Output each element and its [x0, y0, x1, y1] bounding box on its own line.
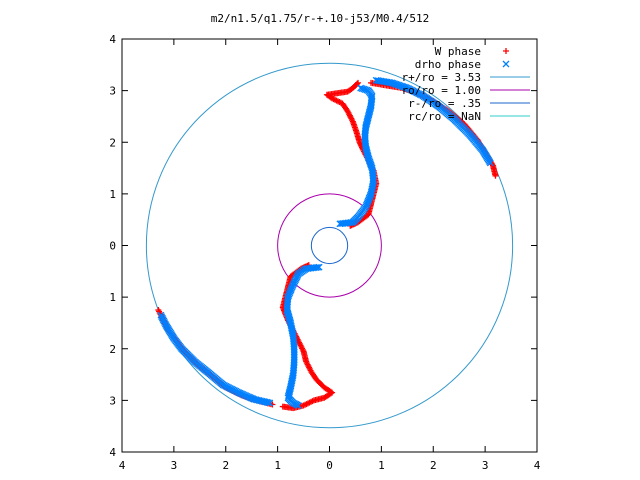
- x-tick-label: 4: [119, 459, 126, 472]
- legend-label: r-/ro = .35: [408, 97, 481, 110]
- data-point-plus: [345, 87, 352, 94]
- legend-label: W phase: [435, 45, 481, 58]
- plus-glyph: [492, 172, 499, 179]
- x-glyph: [266, 399, 274, 407]
- legend-plus-marker: [503, 48, 509, 54]
- y-tick-label: 1: [109, 188, 116, 201]
- y-tick-label: 3: [109, 394, 116, 407]
- data-point-plus: [279, 403, 286, 410]
- data-point-x: [338, 220, 345, 228]
- reference-circle: [277, 193, 382, 298]
- y-tick-label: 3: [109, 85, 116, 98]
- plus-glyph: [322, 393, 329, 400]
- data-point-x: [294, 402, 302, 409]
- x-tick-label: 1: [378, 459, 385, 472]
- data-point-plus: [322, 393, 329, 400]
- x-glyph: [486, 159, 494, 167]
- x-tick-label: 4: [534, 459, 541, 472]
- data-point-x: [266, 399, 274, 407]
- x-tick-label: 2: [222, 459, 229, 472]
- x-glyph: [264, 399, 272, 407]
- data-point-x: [264, 399, 272, 407]
- plus-glyph: [279, 403, 286, 410]
- x-glyph: [338, 220, 345, 228]
- y-tick-label: 0: [109, 240, 116, 253]
- y-tick-label: 4: [109, 446, 116, 459]
- x-tick-label: 3: [171, 459, 178, 472]
- legend-label: drho phase: [415, 58, 481, 71]
- reference-circle: [145, 62, 514, 429]
- data-point-x: [336, 220, 344, 228]
- legend-label: r+/ro = 3.53: [402, 71, 481, 84]
- legend-label: ro/ro = 1.00: [402, 84, 481, 97]
- x-tick-label: 2: [430, 459, 437, 472]
- y-tick-label: 1: [109, 291, 116, 304]
- y-tick-label: 4: [109, 33, 116, 46]
- data-point-x: [486, 159, 494, 167]
- x-glyph: [294, 402, 302, 409]
- y-tick-label: 2: [109, 343, 116, 356]
- plus-glyph: [345, 87, 352, 94]
- x-tick-label: 1: [274, 459, 281, 472]
- reference-circle: [310, 226, 349, 265]
- data-point-plus: [492, 172, 499, 179]
- reference-circles: [145, 62, 514, 429]
- legend-label: rc/ro = NaN: [408, 110, 481, 123]
- legend-x-marker: [502, 60, 510, 68]
- x-tick-label: 0: [326, 459, 333, 472]
- x-tick-label: 3: [482, 459, 489, 472]
- chart-title: m2/n1.5/q1.75/r-+.10-j53/M0.4/512: [211, 12, 430, 25]
- y-tick-label: 2: [109, 136, 116, 149]
- x-glyph: [336, 220, 344, 228]
- phase-series: [155, 76, 499, 412]
